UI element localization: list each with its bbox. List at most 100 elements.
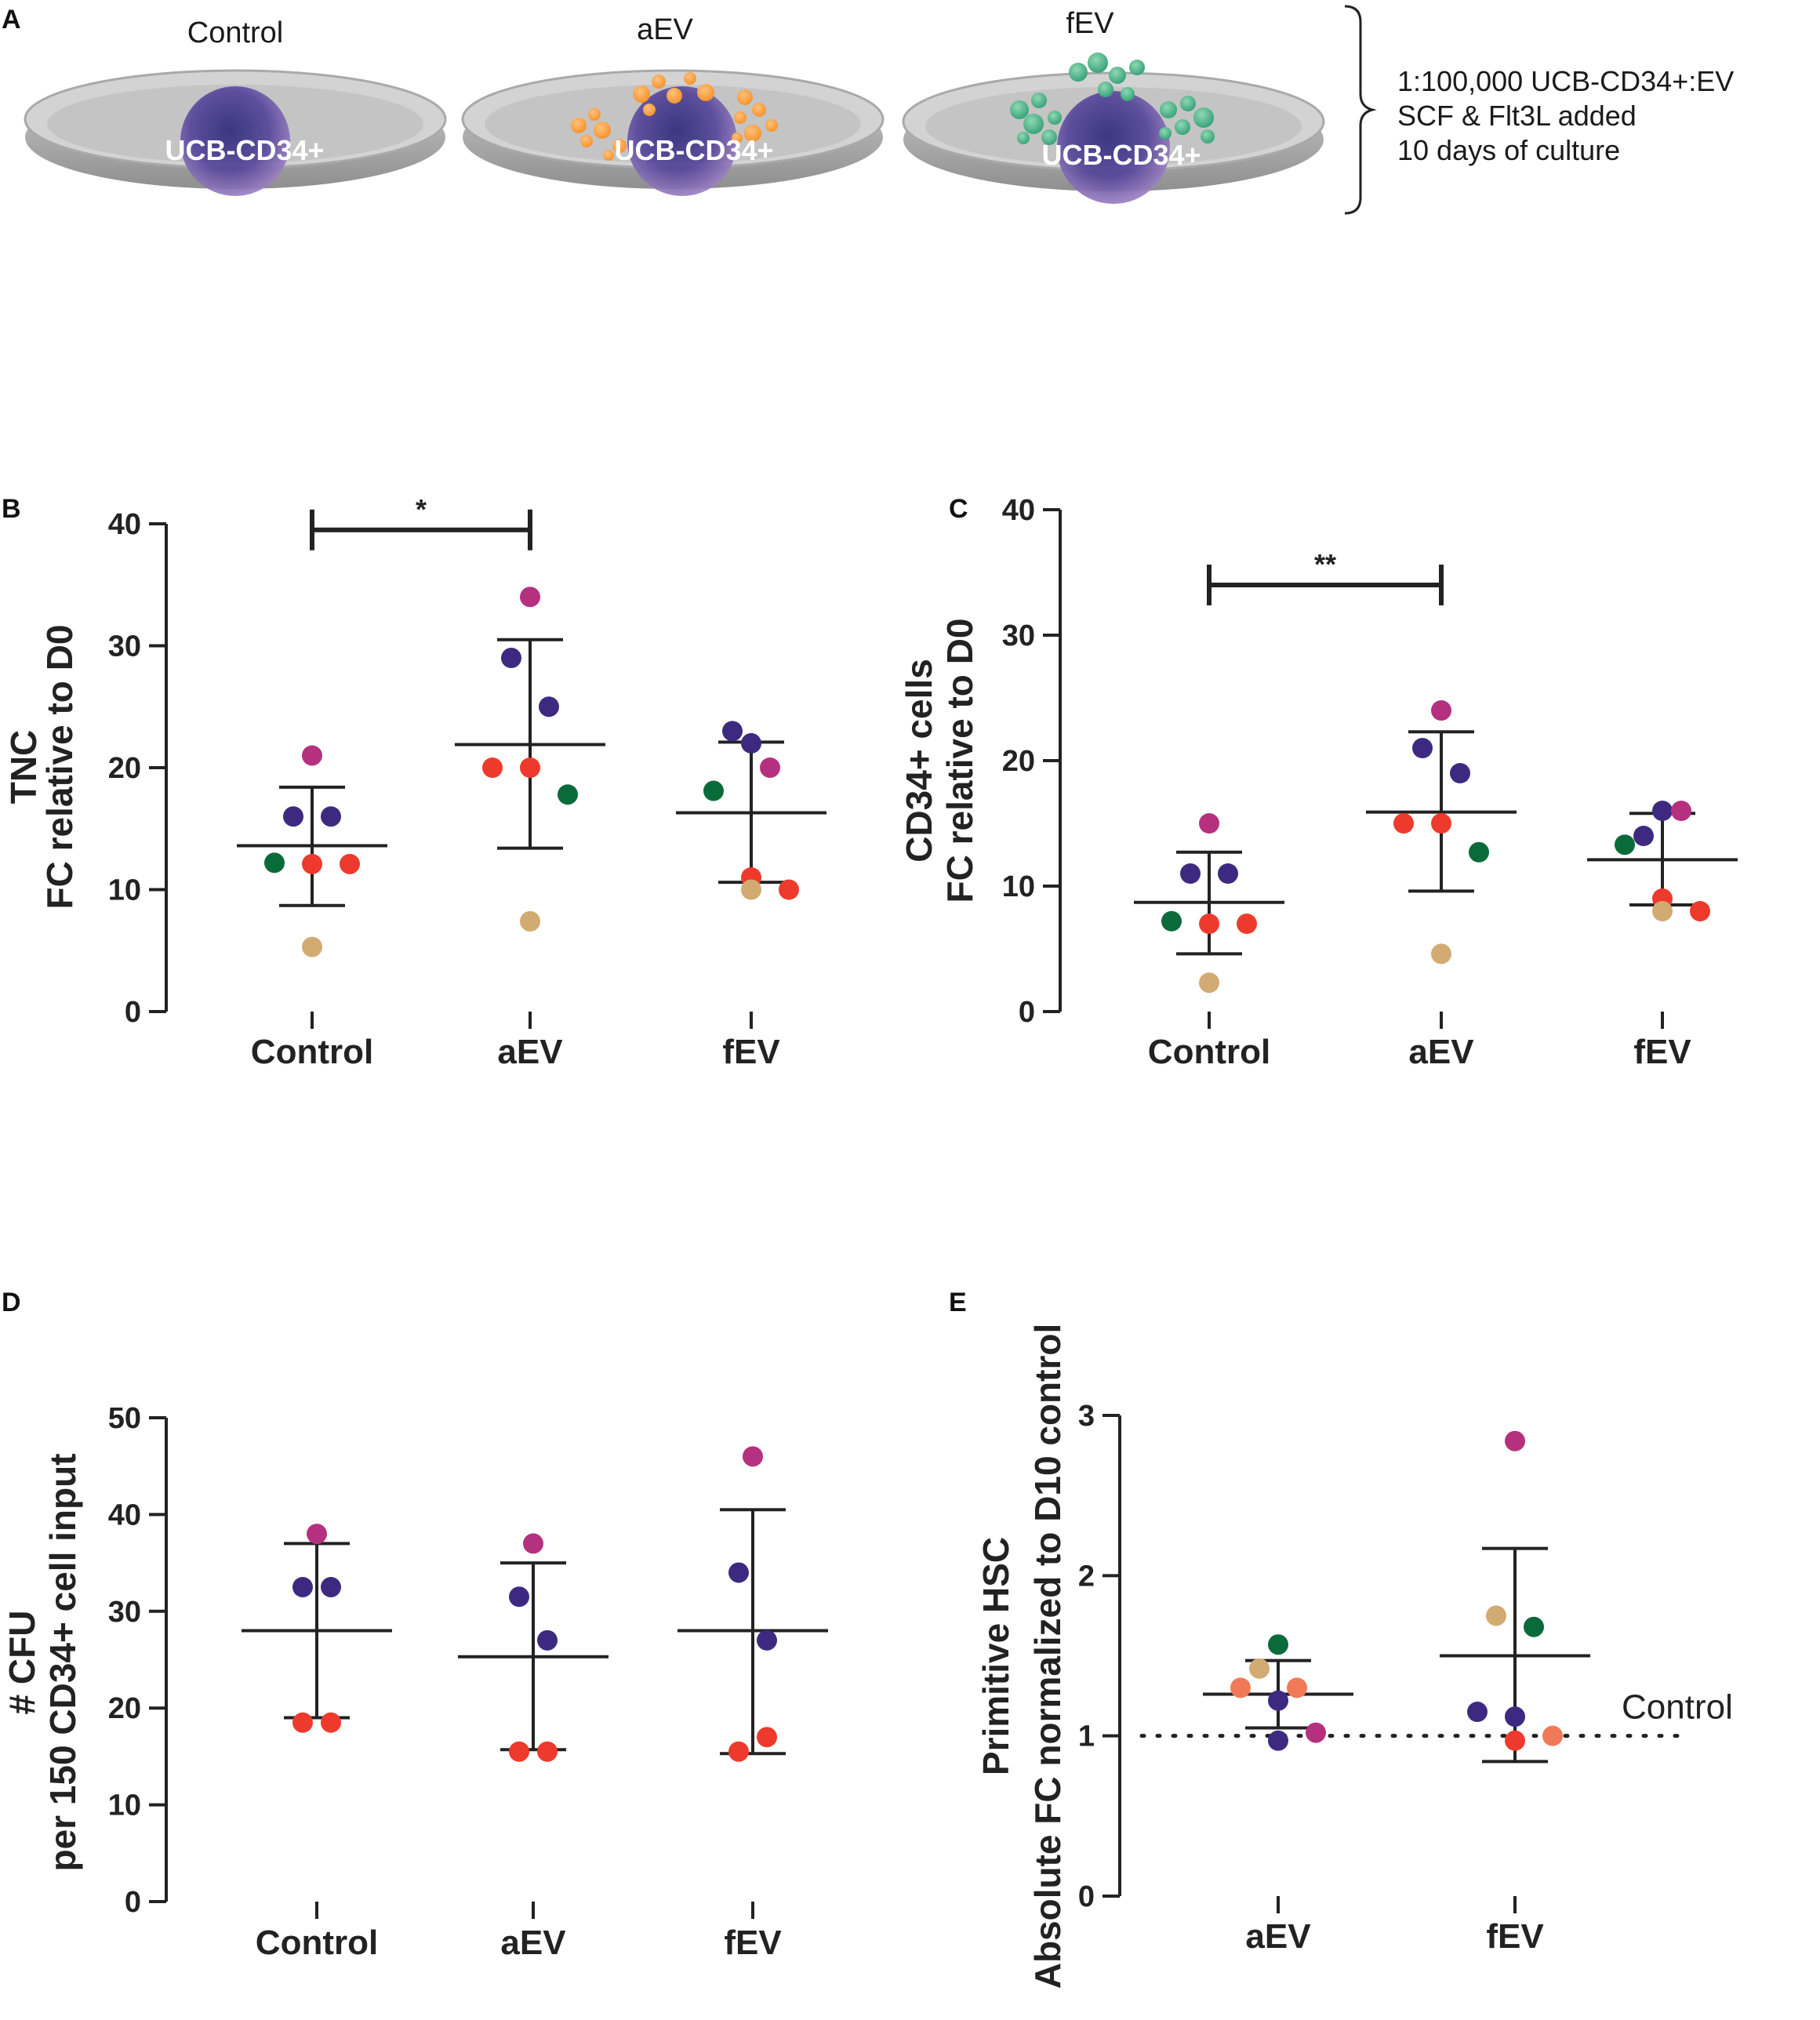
note-duration: 10 days of culture xyxy=(1397,134,1620,166)
panel-e-data-point xyxy=(1268,1634,1288,1655)
panel-c-data-point xyxy=(1199,914,1219,934)
panel-e-y-tick-label: 0 xyxy=(1078,1880,1095,1913)
panel-b-data-point xyxy=(722,721,743,742)
vesicles-aev xyxy=(571,72,778,161)
panel-e-y-tick-label: 2 xyxy=(1078,1560,1095,1593)
panel-b-category-label: Control xyxy=(251,1033,373,1071)
note-factors: SCF & Flt3L added xyxy=(1397,100,1637,132)
panel-d-data-point xyxy=(757,1629,777,1651)
panel-c-y-tick-label: 10 xyxy=(1002,870,1035,903)
dish-control-cell-label: UCB-CD34+ xyxy=(165,134,324,166)
panel-c-category-label: Control xyxy=(1148,1033,1270,1071)
dish-aev-title: aEV xyxy=(637,13,693,46)
panel-c-data-point xyxy=(1218,863,1238,884)
panel-d-data-point xyxy=(292,1576,313,1597)
panel-c-data-point xyxy=(1450,763,1470,783)
panel-b-data-point xyxy=(302,936,322,957)
panel-d-category-label: aEV xyxy=(500,1924,566,1962)
panel-e-y-title-line1: Primitive HSC xyxy=(975,1537,1016,1775)
panel-e-category-label: aEV xyxy=(1245,1917,1311,1956)
panel-e-data-point xyxy=(1268,1730,1288,1751)
panel-c-y-title-line2: FC relative to D0 xyxy=(939,619,980,903)
panel-e-data-point xyxy=(1505,1706,1525,1728)
panel-e-data-point xyxy=(1467,1702,1488,1723)
panel-c-data-point xyxy=(1412,738,1433,758)
panel-b-y-tick-label: 10 xyxy=(108,874,141,907)
dish-fev: fEV UCB-CD34+ xyxy=(902,7,1325,204)
panel-b-data-point xyxy=(779,879,799,900)
panel-d-data-point xyxy=(537,1741,558,1762)
panel-b-y-title-line1: TNC xyxy=(3,730,44,805)
panel-e-data-point xyxy=(1524,1616,1544,1637)
panel-c-data-point xyxy=(1199,813,1219,834)
panel-e-data-point xyxy=(1230,1677,1251,1698)
panel-d-data-point xyxy=(509,1586,529,1608)
note-ratio: 1:100,000 UCB-CD34+:EV xyxy=(1397,65,1734,97)
panel-d-y-title-line1: # CFU xyxy=(2,1611,42,1715)
panel-c-data-point xyxy=(1180,863,1201,884)
brace xyxy=(1344,5,1377,215)
panel-b-data-point xyxy=(501,648,521,669)
panel-b-letter: B xyxy=(2,494,21,524)
panel-c-data-point xyxy=(1199,972,1219,994)
panel-d-category-label: Control xyxy=(256,1924,378,1962)
panel-e-data-point xyxy=(1249,1658,1270,1679)
panel-b-data-point xyxy=(302,745,322,766)
panel-e-y-tick-label: 1 xyxy=(1078,1720,1095,1753)
panel-c-data-point xyxy=(1615,834,1635,856)
panel-d-y-title-line2: per 150 CD34+ cell input xyxy=(42,1453,83,1871)
vesicles-fev xyxy=(1010,53,1215,145)
panel-e-reference-label: Control xyxy=(1622,1688,1733,1727)
panel-d-y-tick-label: 40 xyxy=(108,1499,141,1531)
panel-b-significance-label: * xyxy=(416,493,427,525)
panel-b-data-point xyxy=(482,758,503,778)
panel-e-data-point xyxy=(1542,1725,1563,1746)
panel-c-y-title-line1: CD34+ cells xyxy=(899,659,939,863)
panel-d-y-tick-label: 0 xyxy=(125,1886,141,1919)
panel-b-data-point xyxy=(321,806,341,827)
panel-c-data-point xyxy=(1431,700,1451,721)
panel-b-data-point xyxy=(741,879,761,900)
panel-c-chart: C Control aEV fEV 0 10 20 30 40 CD34+ cells FC rel… xyxy=(899,494,1738,1071)
panel-b-data-point xyxy=(283,806,303,827)
panel-c-significance-label: ** xyxy=(1314,548,1336,580)
panel-c-category-label: fEV xyxy=(1633,1033,1691,1071)
panel-c-y-tick-label: 30 xyxy=(1002,619,1035,652)
panel-b-data-point xyxy=(264,852,285,874)
cell-control xyxy=(180,86,290,196)
panel-c-category-label: aEV xyxy=(1408,1033,1474,1071)
panel-b-category-label: aEV xyxy=(497,1033,563,1071)
panel-b-data-point xyxy=(703,780,724,801)
panel-c-data-point xyxy=(1652,901,1673,921)
panel-b-category-label: fEV xyxy=(722,1033,780,1071)
panel-e-data-point xyxy=(1306,1722,1326,1743)
panel-b-data-point xyxy=(520,910,540,932)
panel-b-y-tick-label: 30 xyxy=(108,630,141,663)
panel-b-y-tick-label: 20 xyxy=(108,752,141,785)
panel-a: A Control UCB-CD34+ aEV xyxy=(2,5,1734,215)
panel-d-data-point xyxy=(321,1576,341,1597)
panel-d-y-tick-label: 20 xyxy=(108,1692,141,1725)
panel-d-data-point xyxy=(307,1524,327,1545)
panel-d-letter: D xyxy=(2,1288,21,1317)
panel-e-y-tick-label: 3 xyxy=(1078,1400,1095,1433)
panel-c-data-point xyxy=(1161,910,1182,932)
panel-b-data-point xyxy=(302,853,322,874)
panel-d-data-point xyxy=(728,1741,749,1762)
panel-e-category-label: fEV xyxy=(1486,1917,1544,1956)
panel-d-data-point xyxy=(537,1629,558,1651)
panel-a-letter: A xyxy=(2,5,21,35)
panel-d-data-point xyxy=(757,1727,777,1748)
dish-control-title: Control xyxy=(187,16,284,49)
panel-d-data-point xyxy=(509,1741,529,1762)
panel-d-data-point xyxy=(743,1446,763,1467)
dish-aev-cell-label: UCB-CD34+ xyxy=(614,134,773,166)
panel-b-data-point xyxy=(741,732,761,754)
panel-d-category-label: fEV xyxy=(724,1924,782,1962)
panel-b-data-point xyxy=(539,696,559,718)
panel-e-data-point xyxy=(1268,1690,1288,1711)
panel-c-data-point xyxy=(1469,841,1489,863)
